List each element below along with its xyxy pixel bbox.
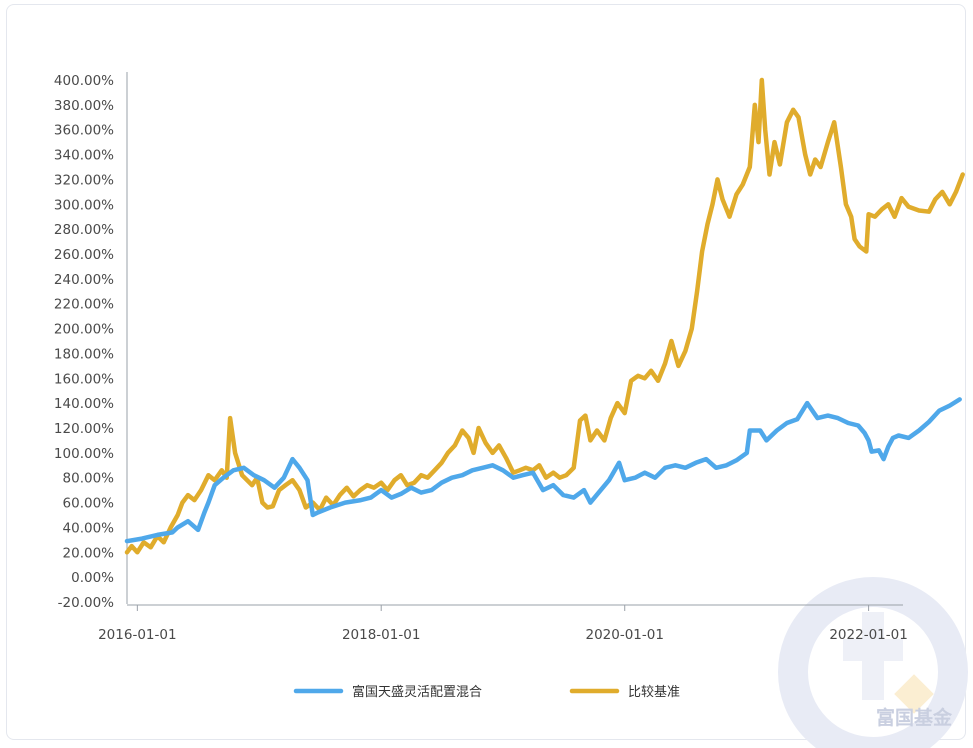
y-tick-label: 360.00% bbox=[54, 123, 114, 139]
y-tick-label: 160.00% bbox=[54, 371, 114, 387]
series-line-2 bbox=[124, 77, 965, 555]
y-tick-label: 180.00% bbox=[54, 346, 114, 362]
series-lines bbox=[124, 77, 965, 555]
x-axis-tick-labels: 2016-01-01 2018-01-01 2020-01-01 2022-01-01 bbox=[98, 627, 908, 643]
watermark-text: 富国基金 bbox=[876, 706, 953, 729]
y-tick-label: 320.00% bbox=[54, 172, 114, 188]
y-tick-label: 200.00% bbox=[54, 322, 114, 338]
legend: 富国天盛灵活配置混合 比较基准 bbox=[293, 684, 680, 700]
y-tick-label: 220.00% bbox=[54, 297, 114, 313]
y-tick-label: 380.00% bbox=[54, 98, 114, 114]
y-tick-label: 40.00% bbox=[63, 520, 115, 536]
y-tick-label: 120.00% bbox=[54, 421, 114, 437]
y-tick-label: 300.00% bbox=[54, 197, 114, 213]
fullgoal-watermark-logo: 富国基金 bbox=[778, 577, 968, 748]
y-tick-label: 80.00% bbox=[63, 471, 115, 487]
y-tick-label: 240.00% bbox=[54, 272, 114, 288]
x-tick-label: 2016-01-01 bbox=[98, 627, 176, 643]
y-tick-label: -20.00% bbox=[58, 595, 115, 611]
y-tick-label: 20.00% bbox=[63, 545, 115, 561]
y-tick-label: 100.00% bbox=[54, 446, 114, 462]
y-tick-label: 140.00% bbox=[54, 396, 114, 412]
x-tick-label: 2018-01-01 bbox=[342, 627, 420, 643]
legend-label-1: 富国天盛灵活配置混合 bbox=[352, 684, 482, 700]
axes bbox=[126, 72, 903, 611]
y-tick-label: 400.00% bbox=[54, 73, 114, 89]
y-axis-tick-labels: -20.00% 0.00% 20.00% 40.00% 60.00% 80.00% 100.… bbox=[54, 73, 114, 611]
y-tick-label: 340.00% bbox=[54, 148, 114, 164]
x-tick-label: 2022-01-01 bbox=[829, 627, 907, 643]
y-tick-label: 60.00% bbox=[63, 496, 115, 512]
y-tick-label: 280.00% bbox=[54, 222, 114, 238]
y-tick-label: 260.00% bbox=[54, 247, 114, 263]
x-tick-label: 2020-01-01 bbox=[585, 627, 663, 643]
series-line-1 bbox=[124, 397, 962, 544]
y-tick-label: 0.00% bbox=[71, 570, 114, 586]
legend-label-2: 比较基准 bbox=[628, 685, 680, 700]
